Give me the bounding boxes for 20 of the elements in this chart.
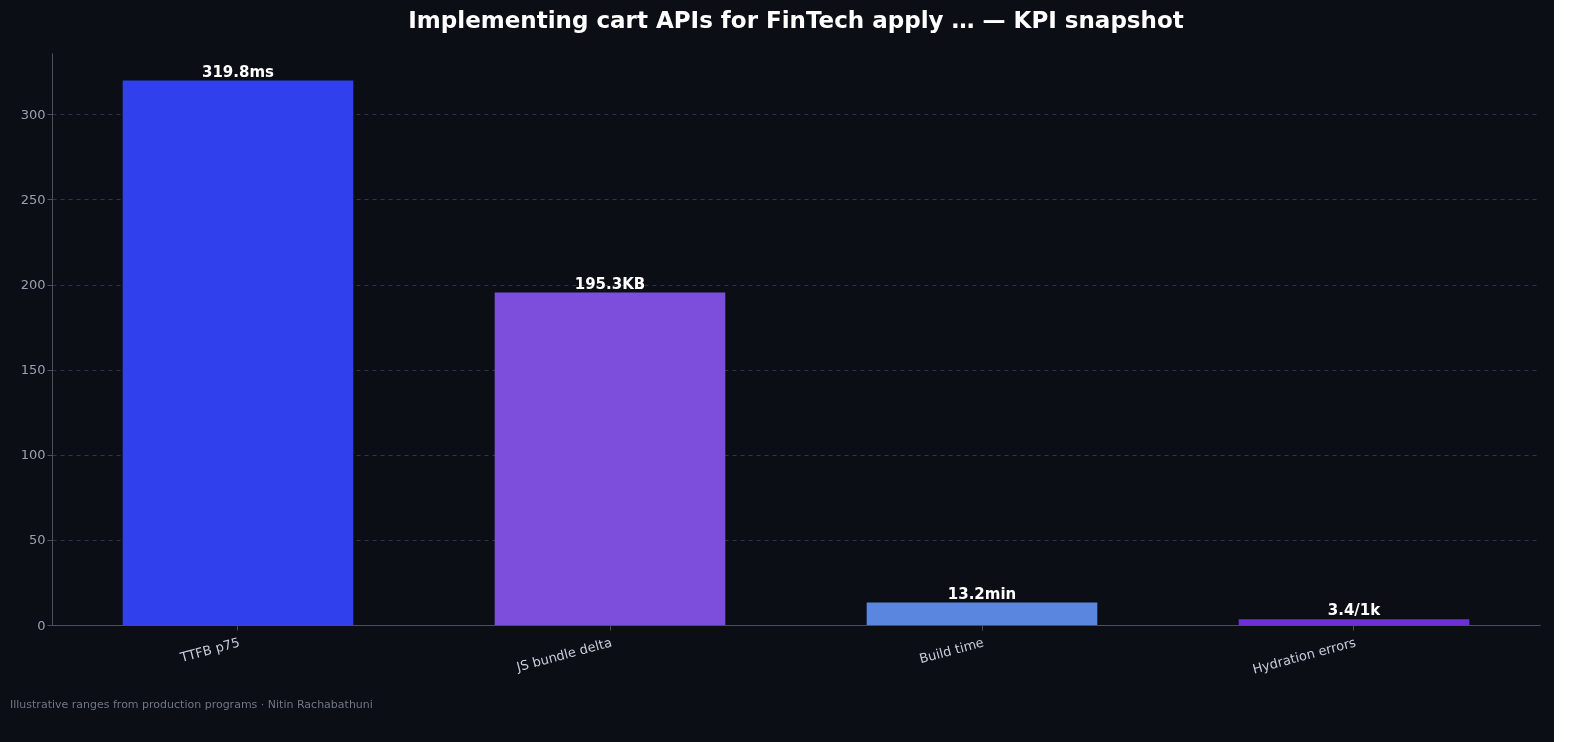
bar — [866, 602, 1098, 625]
y-tick-label: 300 — [20, 106, 46, 122]
x-tick-label: Build time — [917, 634, 986, 667]
data-label: 195.3KB — [574, 274, 646, 293]
bar — [122, 80, 354, 625]
x-tick-label: JS bundle delta — [513, 634, 614, 675]
text: Illustrative ranges from production programs · Nitin Rachabathuni — [10, 698, 373, 711]
x-tick-label: TTFB p75 — [177, 634, 242, 666]
y-tick-label: 100 — [20, 447, 46, 463]
chart-title: Implementing cart APIs for FinTech apply … — KPI snapshot — [408, 7, 1184, 33]
data-label: 3.4/1k — [1327, 601, 1382, 620]
bar — [494, 292, 726, 625]
data-label: 13.2min — [947, 584, 1017, 603]
y-tick-label: 50 — [28, 532, 46, 548]
y-tick-label: 0 — [37, 617, 46, 633]
y-tick-label: 200 — [20, 277, 46, 293]
bar — [1238, 619, 1470, 625]
y-tick-label: 250 — [20, 191, 46, 207]
data-label: 319.8ms — [201, 62, 275, 81]
y-tick-label: 150 — [20, 362, 46, 378]
